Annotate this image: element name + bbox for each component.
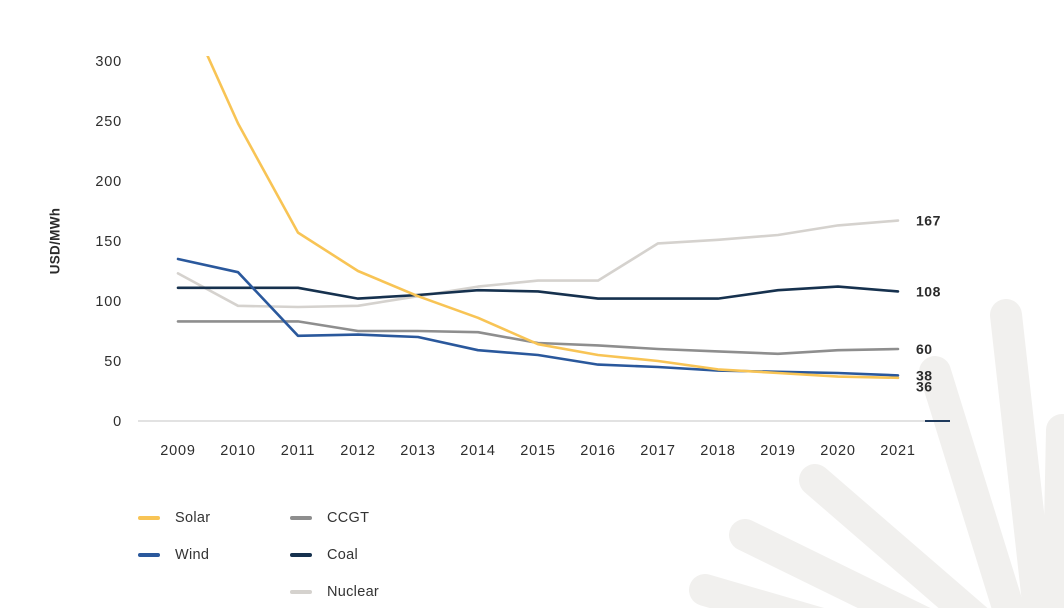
series-line-ccgt (176, 320, 900, 356)
legend-item-ccgt: CCGT (290, 499, 379, 536)
end-value-label-wind: 38 (916, 367, 933, 383)
solar-line-swatch-icon (138, 515, 160, 520)
watermark-sunburst-ray (919, 356, 1025, 608)
x-tick-label: 2009 (160, 443, 195, 459)
legend-column: CCGT Coal Nuclear (290, 499, 379, 608)
series-line-solar (206, 56, 900, 380)
y-tick-label: 0 (113, 414, 122, 430)
watermark-sunburst-ray (689, 574, 825, 608)
y-tick-label: 100 (95, 294, 122, 310)
legend: Solar Wind CCGT Coal Nuclear (138, 499, 379, 608)
x-tick-label: 2019 (760, 443, 795, 459)
coal-line-swatch-icon (290, 552, 312, 557)
y-tick-label: 250 (95, 114, 122, 130)
watermark-sunburst-ray (799, 464, 988, 608)
x-tick-label: 2015 (520, 443, 555, 459)
watermark-sunburst-ray (729, 519, 931, 608)
x-tick-label: 2014 (460, 443, 495, 459)
series-line-wind (176, 257, 900, 377)
legend-label: Solar (175, 509, 211, 526)
legend-item-solar: Solar (138, 499, 290, 536)
ccgt-line-swatch-icon (290, 515, 312, 520)
legend-label: Nuclear (327, 583, 380, 600)
y-tick-label: 300 (95, 54, 122, 70)
x-tick-label: 2013 (400, 443, 435, 459)
series-line-nuclear (176, 219, 900, 309)
legend-column: Solar Wind (138, 499, 290, 608)
x-tick-label: 2021 (880, 443, 915, 459)
series-line-coal (176, 285, 900, 300)
end-value-label-solar: 36 (916, 378, 933, 394)
y-axis-title: USD/MWh (47, 207, 63, 275)
legend-item-wind: Wind (138, 536, 290, 573)
legend-label: Wind (175, 546, 210, 563)
y-tick-label: 150 (95, 234, 122, 250)
legend-item-coal: Coal (290, 536, 379, 573)
legend-label: Coal (327, 546, 359, 563)
end-value-label-ccgt: 60 (916, 341, 933, 357)
nuclear-line-swatch-icon (290, 589, 312, 594)
legend-label: CCGT (327, 509, 370, 526)
x-tick-label: 2018 (700, 443, 735, 459)
y-tick-label: 200 (95, 174, 122, 190)
x-tick-label: 2016 (580, 443, 615, 459)
x-tick-label: 2017 (640, 443, 675, 459)
watermark-sunburst-ray (1042, 414, 1064, 608)
watermark-sunburst-ray (990, 299, 1055, 608)
wind-line-swatch-icon (138, 552, 160, 557)
legend-item-nuclear: Nuclear (290, 573, 379, 608)
x-tick-label: 2010 (220, 443, 255, 459)
end-value-label-coal: 108 (916, 283, 941, 299)
end-value-label-nuclear: 167 (916, 213, 941, 229)
x-tick-label: 2011 (281, 443, 315, 459)
x-tick-label: 2012 (340, 443, 375, 459)
y-tick-label: 50 (104, 354, 122, 370)
x-tick-label: 2020 (820, 443, 855, 459)
